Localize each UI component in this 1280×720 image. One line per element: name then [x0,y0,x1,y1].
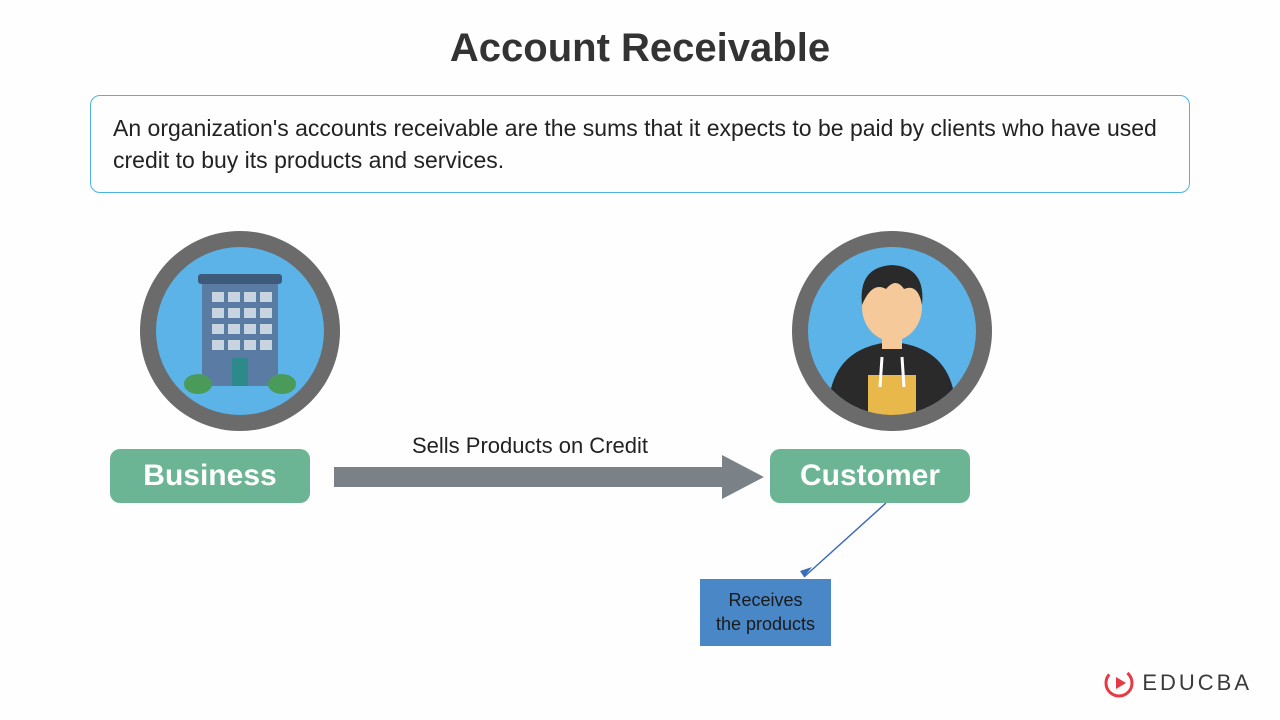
person-icon [808,247,976,415]
description-text: An organization's accounts receivable ar… [113,115,1157,173]
description-box: An organization's accounts receivable ar… [90,95,1190,193]
receives-text: Receivesthe products [716,590,815,633]
business-label-text: Business [143,459,276,492]
business-label: Business [110,449,310,503]
business-circle [140,231,340,431]
diagram-area: Business Customer Sells Products on Cred… [0,211,1280,661]
brand-logo: EDUCBA [1104,668,1252,698]
customer-label-text: Customer [800,459,940,492]
business-circle-inner [156,247,324,415]
receives-box: Receivesthe products [700,579,831,646]
arrow-icon [334,455,764,499]
building-icon [180,266,300,396]
brand-text: EDUCBA [1142,670,1252,696]
customer-label: Customer [770,449,970,503]
customer-circle [792,231,992,431]
customer-circle-inner [808,247,976,415]
page-title: Account Receivable [0,0,1280,71]
connector-line [790,503,900,585]
brand-icon [1104,668,1134,698]
